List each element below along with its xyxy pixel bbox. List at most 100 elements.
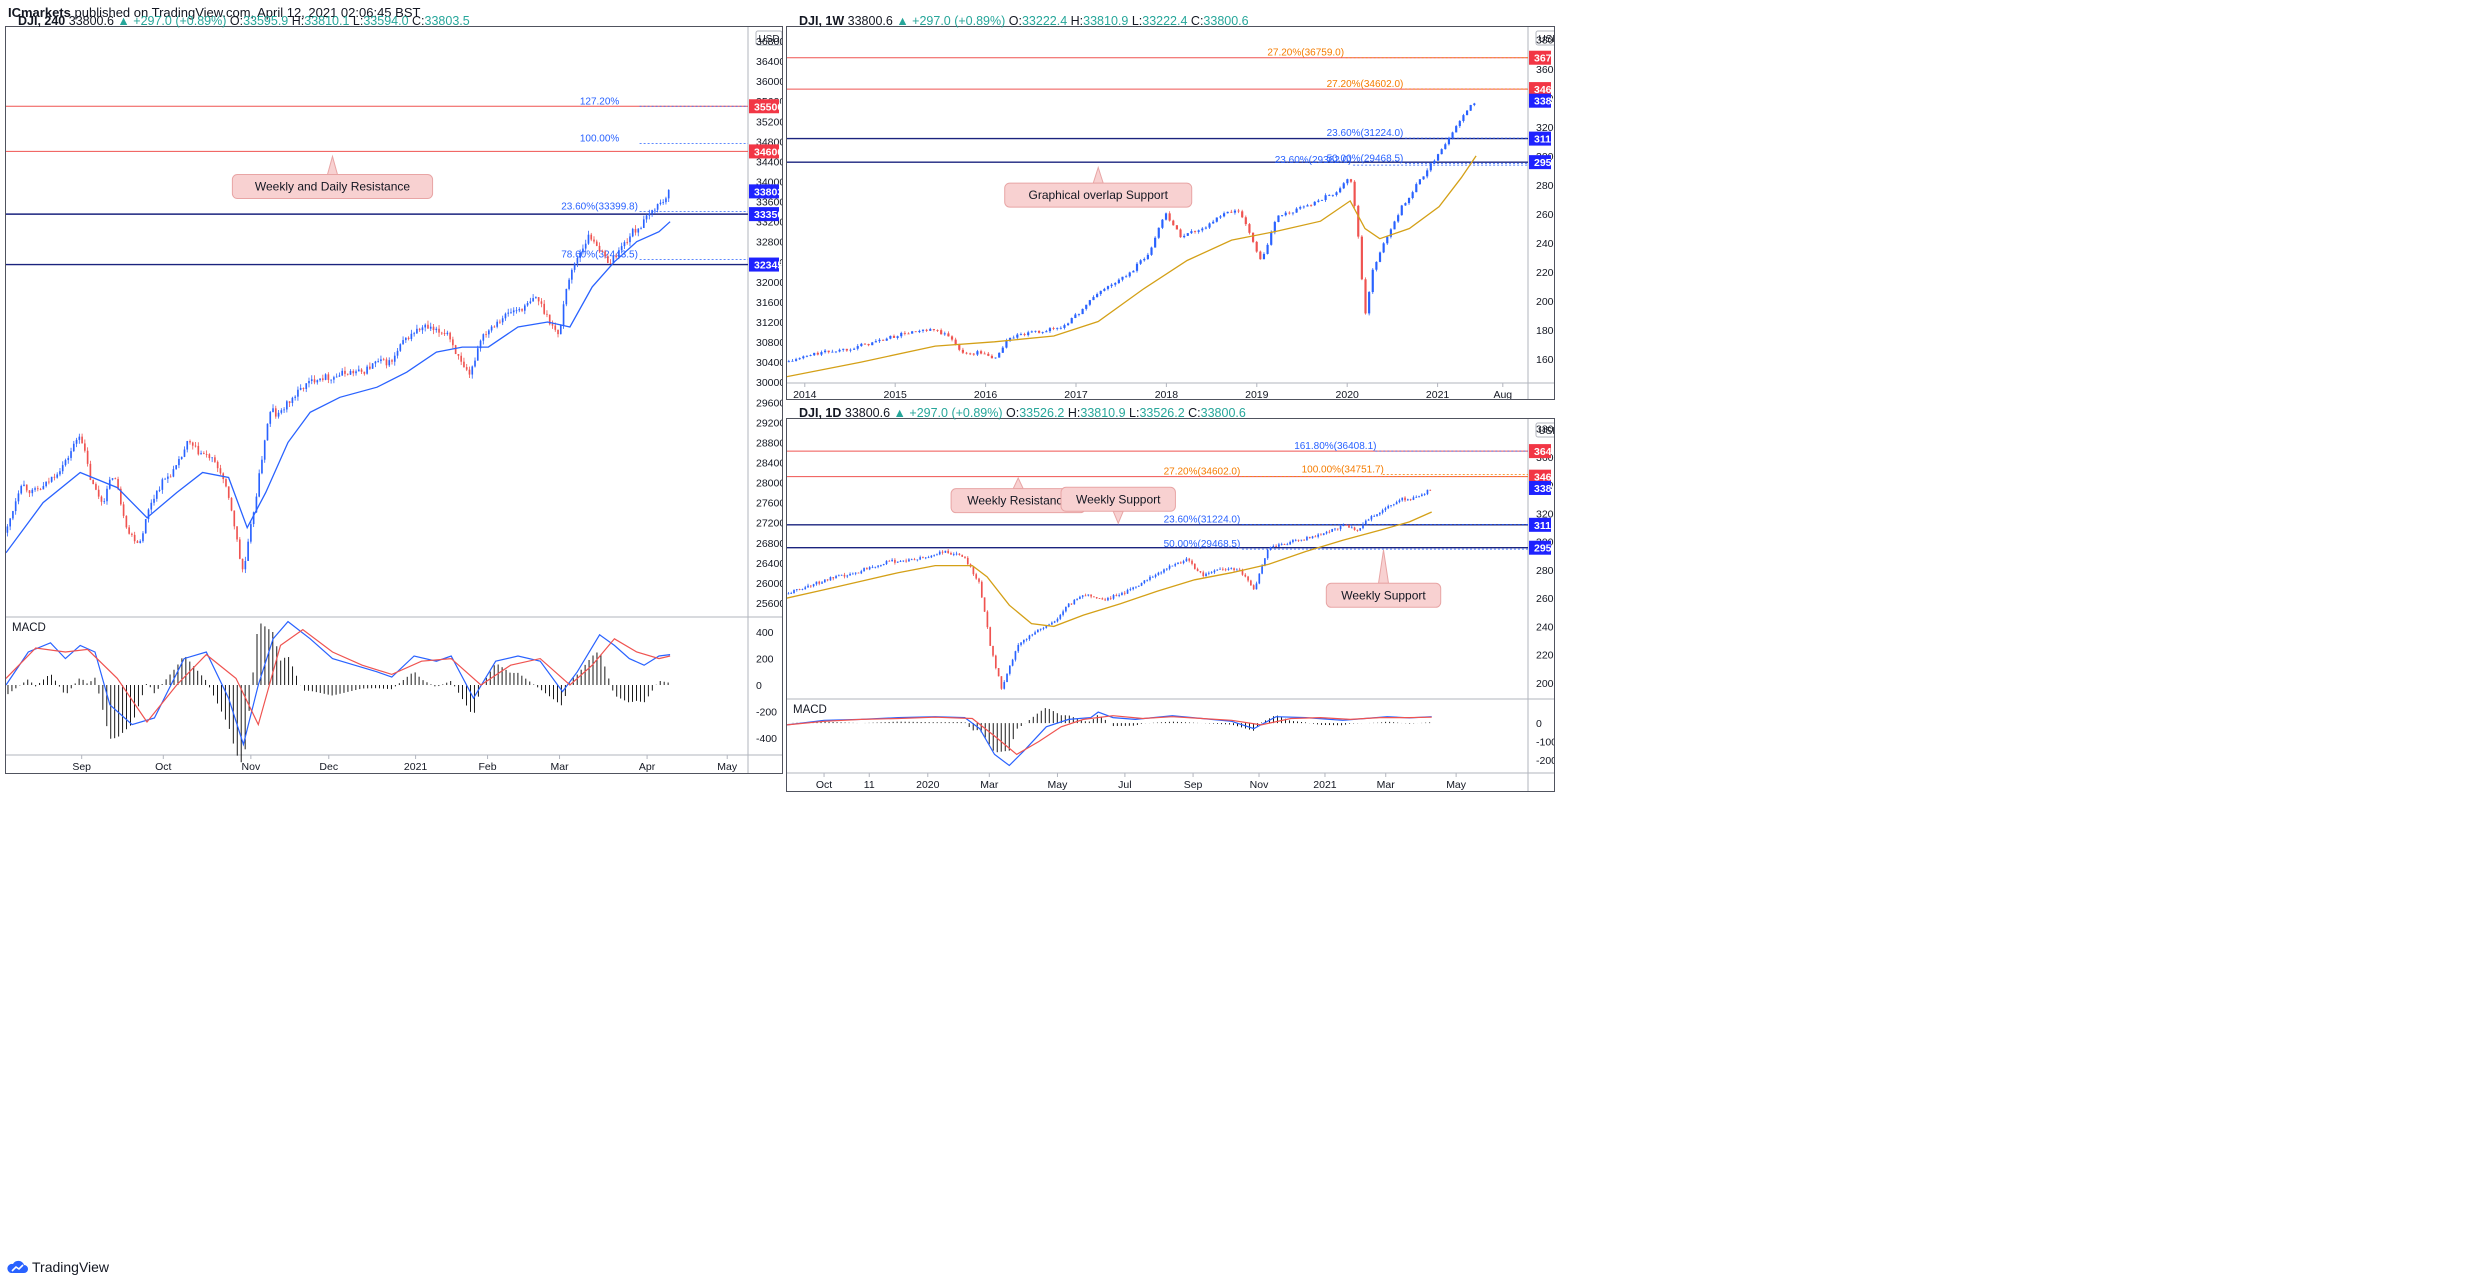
last-price: 33800.6 — [847, 14, 893, 28]
candle-body — [272, 408, 274, 413]
candle-body — [169, 476, 172, 478]
candle-body — [1045, 625, 1048, 628]
candle — [1272, 544, 1275, 548]
candle — [1294, 538, 1297, 542]
candle — [1056, 617, 1059, 623]
candle — [1331, 528, 1334, 533]
candle — [1382, 242, 1385, 254]
chart-panel-daily[interactable]: DJI, 1D 33800.6 ▲ +297.0 (+0.89%) O:3352… — [786, 406, 1555, 792]
candle — [1375, 261, 1378, 272]
candle-body — [1423, 494, 1426, 495]
candle-body — [1297, 539, 1300, 541]
candle — [261, 456, 263, 475]
candle-body — [238, 539, 241, 559]
candle — [233, 510, 236, 530]
symbol-name[interactable]: DJI, 1D — [799, 406, 842, 420]
candle — [1118, 593, 1120, 598]
callout-text: Weekly Support — [1341, 588, 1426, 602]
candle-body — [349, 371, 352, 375]
candle-body — [1031, 634, 1034, 636]
candle-body — [1364, 279, 1367, 314]
time-tick-label: May — [1048, 779, 1069, 791]
badge-value: 32345.0 — [754, 260, 782, 272]
candle — [1179, 561, 1182, 564]
time-tick-label: Sep — [72, 761, 91, 773]
currency-label: USD — [1538, 34, 1554, 45]
candle — [1404, 496, 1406, 502]
fib-level-label: 27.20%(36759.0) — [1267, 48, 1344, 59]
candle-body — [1278, 544, 1280, 547]
candle — [103, 498, 106, 504]
price-tick-label: 32000 — [756, 277, 782, 289]
candle-body — [986, 611, 989, 628]
candle — [1308, 536, 1311, 539]
candle-body — [1266, 549, 1269, 559]
candle — [95, 482, 97, 491]
chart-panel-4h[interactable]: DJI, 240 33800.6 ▲ +297.0 (+0.89%) O:335… — [5, 14, 783, 774]
candle-body — [1306, 536, 1308, 541]
candle-body — [1085, 304, 1088, 309]
candle — [1210, 571, 1213, 574]
author-name[interactable]: ICmarkets — [8, 5, 71, 20]
candle-body — [826, 579, 829, 581]
candle — [427, 320, 429, 329]
candle-body — [106, 488, 108, 502]
candle — [882, 563, 885, 566]
chart-canvas-daily[interactable]: USD3800036000340003200030000280002600024… — [787, 419, 1554, 791]
candle-body — [421, 327, 424, 331]
time-tick-label: 11 — [864, 779, 875, 791]
candle — [812, 583, 815, 588]
candle — [1128, 271, 1131, 278]
candle — [291, 396, 294, 407]
candle-body — [1017, 644, 1020, 652]
candle — [1208, 222, 1211, 229]
candle-body — [1016, 334, 1019, 338]
currency-label: USD — [1538, 426, 1554, 437]
symbol-name[interactable]: DJI, 1W — [799, 14, 845, 28]
candle-body — [645, 215, 648, 220]
candle — [1302, 205, 1305, 209]
candle — [1039, 628, 1042, 632]
candle — [936, 553, 938, 556]
moving-average-line — [6, 221, 671, 554]
candle-body — [598, 245, 601, 252]
candle-body — [1295, 208, 1298, 213]
candle — [1079, 595, 1081, 600]
candle — [1123, 590, 1126, 596]
candle-body — [1283, 544, 1286, 545]
candle — [1283, 543, 1286, 545]
candle-body — [1331, 529, 1334, 532]
candle-body — [53, 476, 56, 478]
candle — [867, 343, 870, 347]
candle-body — [629, 236, 631, 243]
candle — [1289, 540, 1291, 546]
candle — [1297, 539, 1300, 543]
candle-body — [59, 471, 61, 475]
tradingview-brand[interactable]: TradingView — [6, 1255, 109, 1279]
candle-body — [1025, 639, 1028, 640]
chart-canvas-weekly[interactable]: USD3800036000340003200030000280002600024… — [787, 27, 1554, 399]
candle-body — [1250, 580, 1252, 586]
candle-body — [1059, 327, 1062, 329]
candle-body — [488, 330, 490, 335]
candle-body — [393, 355, 396, 362]
chart-panel-weekly[interactable]: DJI, 1W 33800.6 ▲ +297.0 (+0.89%) O:3322… — [786, 14, 1555, 400]
candle — [593, 236, 595, 244]
candle — [838, 574, 840, 577]
candle-body — [471, 366, 474, 375]
candle-body — [809, 585, 812, 587]
candle-body — [34, 488, 36, 490]
fib-level-label: 127.20% — [580, 96, 620, 107]
chart-canvas-4h[interactable]: USD3680036400360003560035200348003440034… — [6, 27, 782, 773]
candle-body — [92, 479, 94, 485]
candle — [1440, 148, 1443, 155]
candle-body — [640, 227, 642, 229]
time-tick-label: May — [1446, 779, 1467, 791]
candle-body — [936, 330, 939, 331]
candle-body — [853, 348, 856, 350]
candle — [446, 330, 449, 336]
candle — [1384, 506, 1387, 512]
symbol-name[interactable]: DJI, 240 — [18, 14, 66, 28]
candle-body — [1132, 587, 1135, 590]
candle — [924, 557, 927, 560]
